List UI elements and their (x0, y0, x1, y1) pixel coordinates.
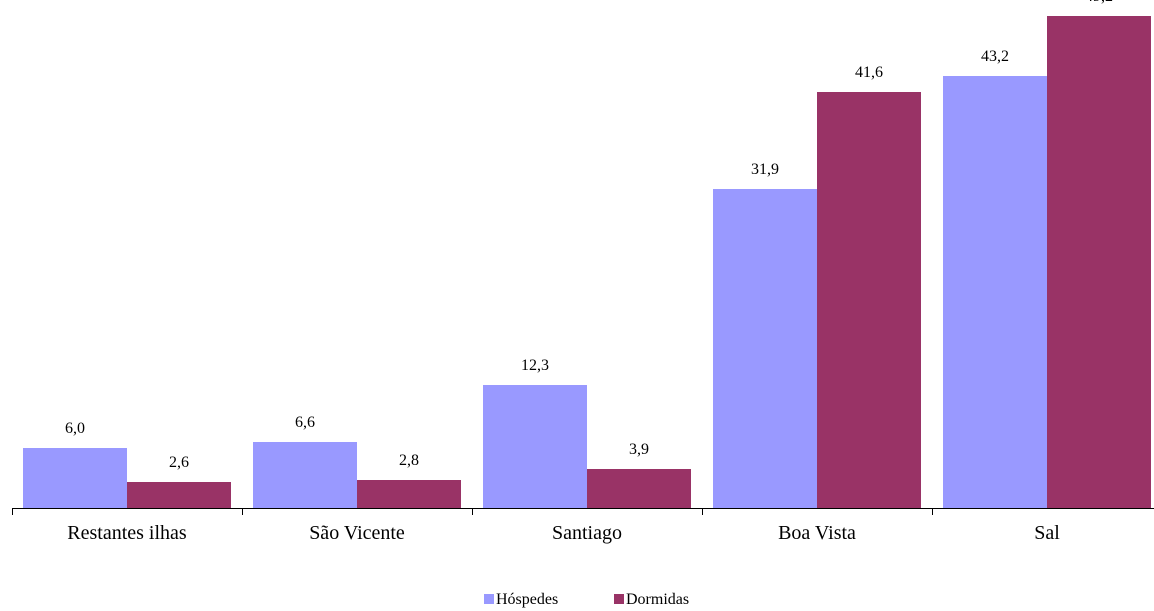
data-label: 3,9 (629, 441, 649, 458)
bar-hospedes (483, 385, 587, 508)
data-label: 43,2 (981, 48, 1009, 65)
category-label: Sal (1034, 522, 1060, 544)
legend-swatch-dormidas (614, 594, 624, 604)
data-label: 41,6 (855, 64, 883, 81)
value-labels-group: 6,0 2,6 6,6 2,8 12,3 3,9 31,9 41,6 43,2 49,2 (65, 0, 1113, 471)
legend-label-hospedes: Hóspedes (496, 591, 558, 608)
x-axis-ticks (12, 508, 933, 515)
legend: Hóspedes Dormidas (484, 591, 689, 608)
category-label: Santiago (552, 522, 622, 544)
bar-dormidas (587, 469, 691, 508)
legend-label-dormidas: Dormidas (626, 591, 689, 608)
data-label: 2,6 (169, 454, 189, 471)
bar-hospedes (943, 76, 1047, 508)
data-label: 2,8 (399, 452, 419, 469)
bar-dormidas (127, 482, 231, 508)
legend-swatch-hospedes (484, 594, 494, 604)
data-label: 6,6 (295, 414, 315, 431)
bar-dormidas (1047, 16, 1151, 508)
data-label: 49,2 (1085, 0, 1113, 5)
data-label: 12,3 (521, 357, 549, 374)
bars-group (23, 16, 1151, 508)
bar-dormidas (817, 92, 921, 508)
bar-dormidas (357, 480, 461, 508)
category-label: São Vicente (309, 522, 405, 544)
bar-hospedes (23, 448, 127, 508)
bar-hospedes (713, 189, 817, 508)
category-label: Restantes ilhas (67, 522, 187, 544)
data-label: 31,9 (751, 161, 779, 178)
bar-hospedes (253, 442, 357, 508)
category-label: Boa Vista (778, 522, 856, 544)
category-labels-group: Restantes ilhas São Vicente Santiago Boa Vi… (67, 522, 1060, 544)
data-label: 6,0 (65, 420, 85, 437)
